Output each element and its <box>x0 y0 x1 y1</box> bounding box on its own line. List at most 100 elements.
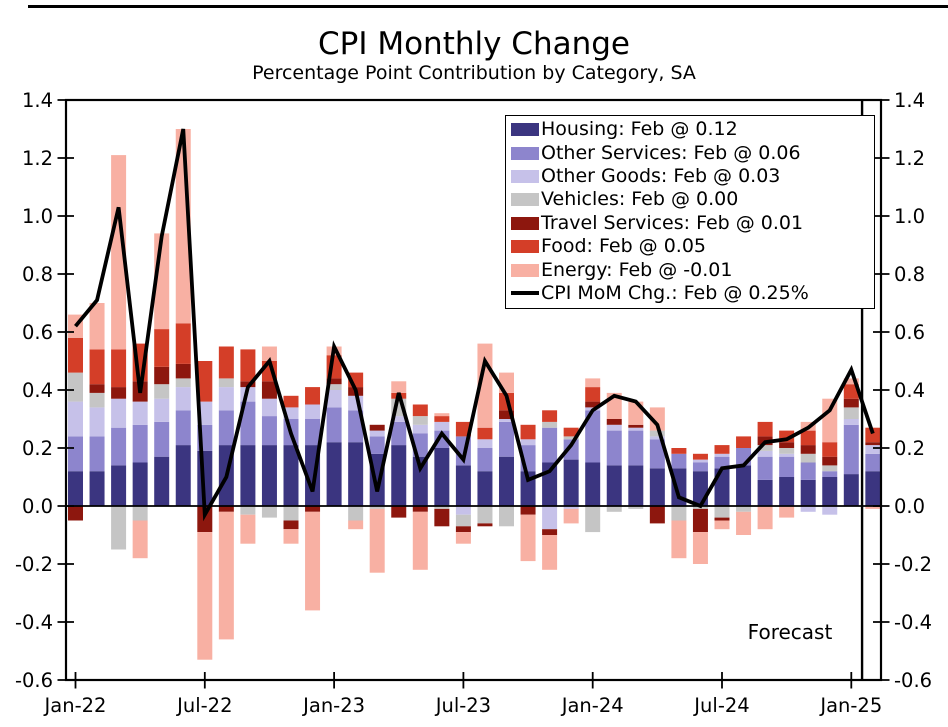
bar-segment-travel-services <box>779 442 795 448</box>
x-axis-label: Jan-24 <box>560 694 624 717</box>
bar-segment-other-services <box>542 427 558 463</box>
bar-segment-energy <box>736 511 752 535</box>
bar-segment-housing <box>89 471 105 506</box>
bar-segment-other-goods <box>542 506 558 530</box>
bar-segment-housing <box>606 465 622 506</box>
bar-segment-other-goods <box>412 424 428 434</box>
y-axis-label-left: 0.4 <box>22 379 53 402</box>
y-axis-label-right: 0.8 <box>894 263 925 286</box>
bar-segment-other-services <box>434 430 450 448</box>
bar-segment-other-services <box>843 424 859 475</box>
y-axis-label-left: -0.4 <box>15 611 53 634</box>
bar-segment-vehicles <box>348 506 364 521</box>
legend-item-food: Food: Feb @ 0.05 <box>511 235 874 258</box>
bar-segment-vehicles <box>68 372 83 402</box>
bar-segment-other-services <box>175 410 191 446</box>
bar-segment-vehicles <box>843 407 859 419</box>
bar-segment-other-goods <box>477 439 493 448</box>
bar-segment-other-services <box>132 424 148 463</box>
bar-segment-food <box>692 453 708 460</box>
bar-segment-vehicles <box>736 506 752 512</box>
bar-segment-energy <box>542 535 558 570</box>
bar-segment-other-goods <box>132 401 148 425</box>
y-axis-label-left: -0.6 <box>15 669 53 692</box>
bar-segment-energy <box>218 511 234 640</box>
bar-segment-energy <box>197 532 213 660</box>
y-axis-label-right: 0.2 <box>894 437 925 460</box>
bar-segment-travel-services <box>391 506 407 518</box>
bar-segment-energy <box>240 514 256 544</box>
bar-segment-housing <box>261 445 277 506</box>
bar-segment-other-services <box>585 410 601 463</box>
bar-segment-food <box>305 387 321 405</box>
legend-label-food: Food: Feb @ 0.05 <box>541 235 707 258</box>
bar-segment-energy <box>779 506 795 518</box>
bar-segment-travel-services <box>154 366 170 385</box>
bar-segment-travel-services <box>89 384 105 393</box>
legend-label-energy: Energy: Feb @ -0.01 <box>541 258 733 281</box>
bar-segment-housing <box>175 445 191 506</box>
bar-segment-housing <box>692 471 708 506</box>
legend-label-other-goods: Other Goods: Feb @ 0.03 <box>541 164 781 187</box>
bar-segment-food <box>455 421 471 437</box>
bar-segment-energy <box>132 520 148 559</box>
bar-segment-other-services <box>261 416 277 446</box>
legend-label-cpi-line: CPI MoM Chg.: Feb @ 0.25% <box>541 281 809 304</box>
bar-segment-housing <box>455 465 471 506</box>
x-axis-label: Jul-22 <box>175 694 232 717</box>
bar-segment-other-services <box>865 453 881 472</box>
bar-segment-other-services <box>348 410 364 443</box>
food-swatch-icon <box>511 240 539 254</box>
legend-item-cpi-line: CPI MoM Chg.: Feb @ 0.25% <box>511 282 874 305</box>
y-axis-label-right: 1.2 <box>894 147 925 170</box>
bar-segment-other-services <box>757 456 773 480</box>
bar-segment-other-services <box>692 462 708 472</box>
bar-segment-travel-services <box>714 517 730 521</box>
bar-segment-other-services <box>240 401 256 446</box>
bar-segment-other-services <box>89 436 105 472</box>
bar-segment-other-goods <box>154 398 170 422</box>
y-axis-label-left: 1.2 <box>22 147 53 170</box>
bar-segment-housing <box>563 459 579 506</box>
bar-segment-travel-services <box>542 529 558 535</box>
bar-segment-other-services <box>369 436 385 454</box>
bar-segment-energy <box>843 378 859 385</box>
bar-segment-other-goods <box>326 390 342 408</box>
bar-segment-food <box>843 384 859 399</box>
housing-swatch-icon <box>511 123 539 137</box>
bar-segment-energy <box>671 520 687 559</box>
bar-segment-other-services <box>649 439 665 469</box>
legend-item-housing: Housing: Feb @ 0.12 <box>511 118 874 141</box>
chart-subtitle: Percentage Point Contribution by Categor… <box>252 62 696 84</box>
bar-segment-housing <box>736 465 752 506</box>
bar-segment-travel-services <box>326 378 342 385</box>
legend-item-other-services: Other Services: Feb @ 0.06 <box>511 141 874 164</box>
x-axis-label: Jan-25 <box>818 694 882 717</box>
y-axis-label-left: 0.6 <box>22 321 53 344</box>
bar-segment-other-services <box>671 453 687 469</box>
legend-label-travel-services: Travel Services: Feb @ 0.01 <box>541 211 804 234</box>
bar-segment-energy <box>757 506 773 530</box>
bar-segment-other-goods <box>261 398 277 417</box>
bar-segment-other-goods <box>800 506 816 512</box>
bar-segment-energy <box>455 532 471 544</box>
bar-segment-food <box>68 337 83 373</box>
bar-segment-food <box>111 349 127 388</box>
bar-segment-other-goods <box>779 453 795 457</box>
bar-segment-housing <box>154 456 170 506</box>
bar-segment-energy <box>261 346 277 361</box>
bar-segment-other-services <box>714 456 730 469</box>
y-axis-label-left: 1.0 <box>22 205 53 228</box>
bar-segment-vehicles <box>563 436 579 440</box>
y-axis-label-right: 1.0 <box>894 205 925 228</box>
bar-segment-travel-services <box>692 508 708 533</box>
bar-segment-food <box>283 395 299 408</box>
bar-segment-travel-services <box>175 363 191 379</box>
bar-segment-other-goods <box>499 419 514 422</box>
bar-segment-other-goods <box>434 421 450 431</box>
bar-segment-other-goods <box>520 439 536 446</box>
bar-segment-vehicles <box>822 465 838 472</box>
bar-segment-housing <box>822 477 838 506</box>
